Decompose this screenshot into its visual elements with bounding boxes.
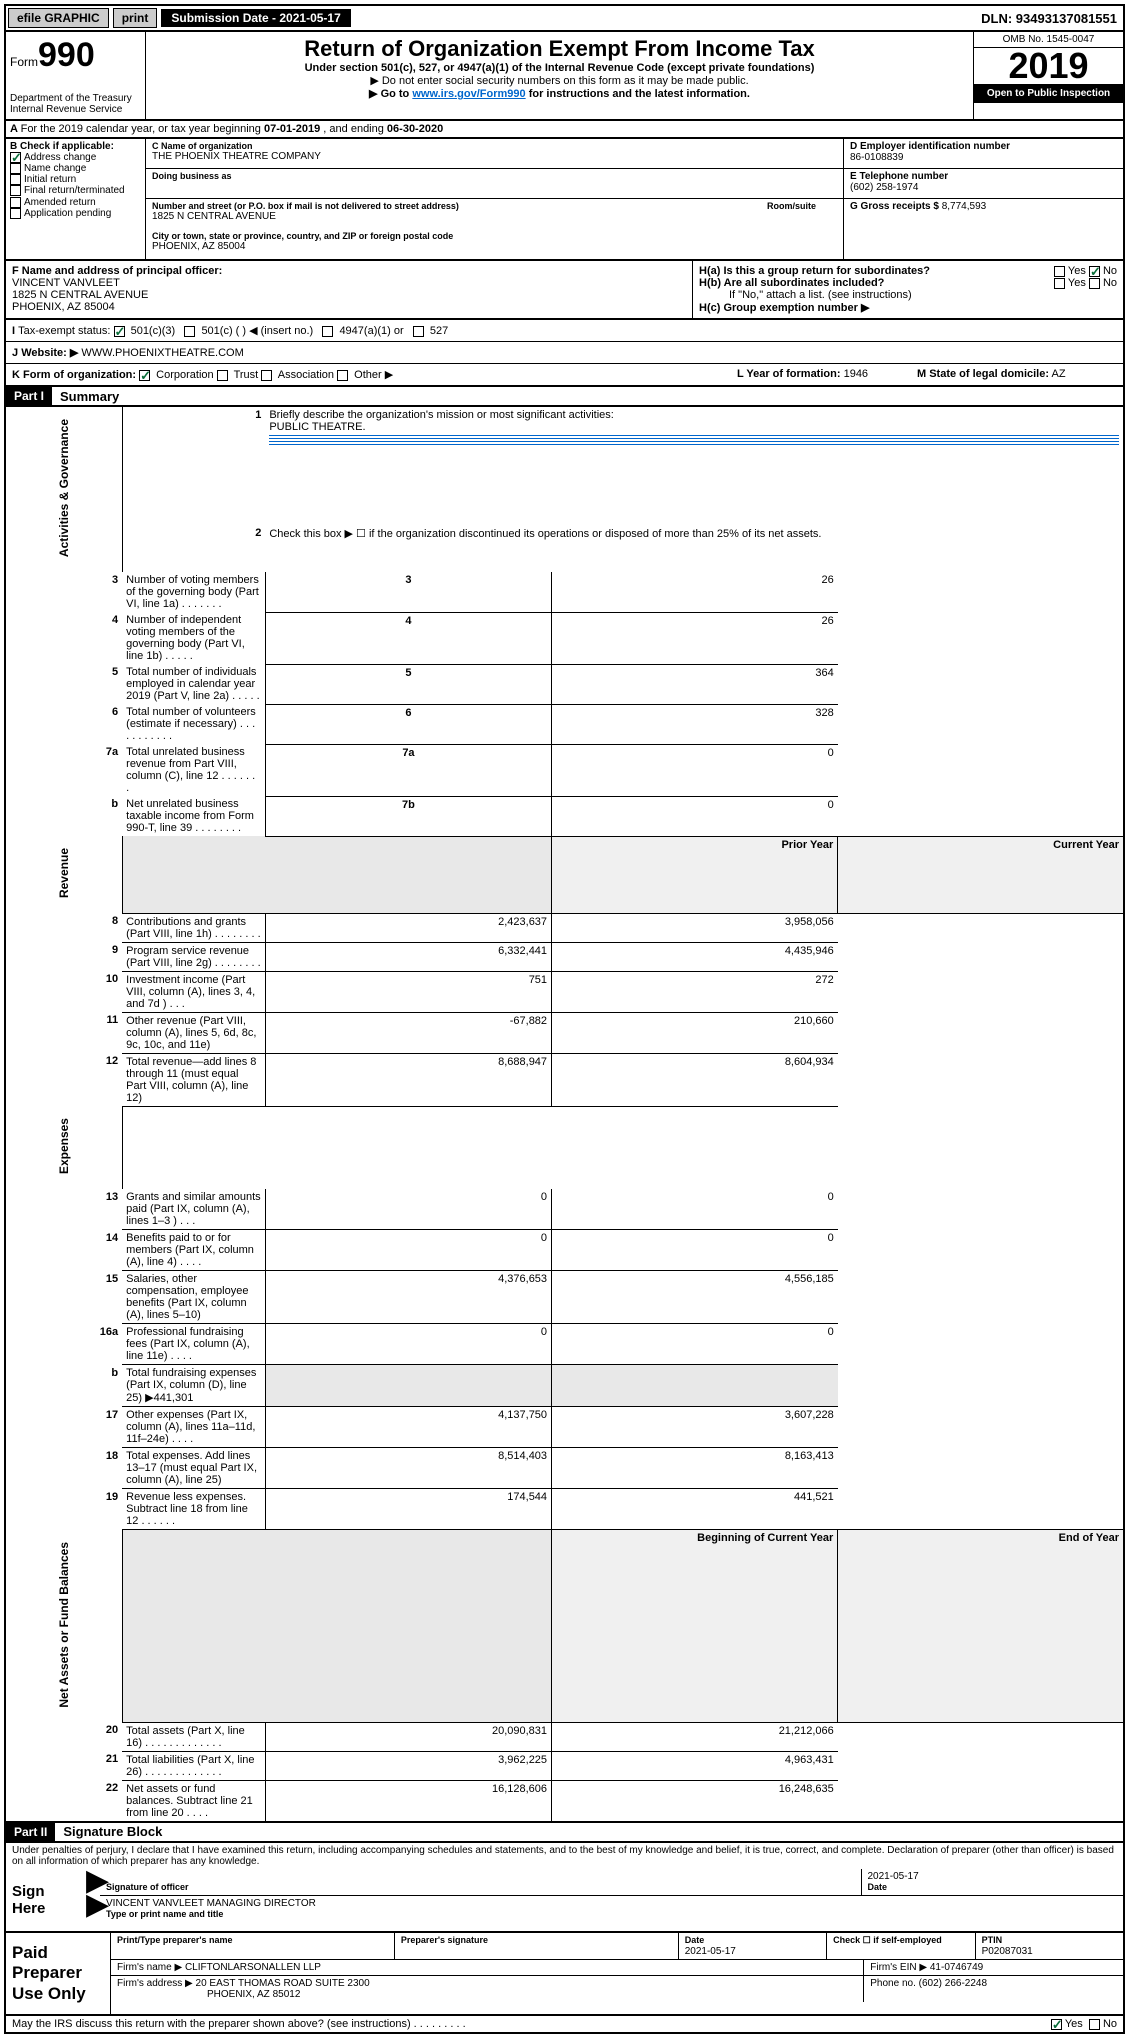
row-i: I Tax-exempt status: 501(c)(3) 501(c) ( … (4, 320, 1125, 342)
street-address: 1825 N CENTRAL AVENUE (152, 211, 837, 222)
cb-final-return[interactable] (10, 185, 21, 196)
cb-trust[interactable] (217, 370, 228, 381)
ein: 86-0108839 (850, 152, 1117, 163)
cb-other[interactable] (337, 370, 348, 381)
row-j: J Website: ▶ WWW.PHOENIXTHEATRE.COM (4, 342, 1125, 364)
firm-ein: 41-0746749 (930, 1962, 983, 1973)
cb-527[interactable] (413, 326, 424, 337)
irs-link[interactable]: www.irs.gov/Form990 (412, 88, 525, 100)
cb-ha-no[interactable] (1089, 266, 1100, 277)
cb-discuss-yes[interactable] (1051, 2019, 1062, 2030)
state-domicile: AZ (1051, 368, 1065, 380)
part-2-header: Part II Signature Block (4, 1823, 1125, 1843)
sign-date: 2021-05-17 (868, 1871, 919, 1882)
cb-hb-yes[interactable] (1054, 278, 1065, 289)
efile-button[interactable]: efile GRAPHIC (8, 8, 109, 28)
cb-assoc[interactable] (261, 370, 272, 381)
part-1-header: Part I Summary (4, 387, 1125, 407)
submission-date: Submission Date - 2021-05-17 (161, 9, 350, 27)
perjury-statement: Under penalties of perjury, I declare th… (4, 1843, 1125, 1869)
cb-application-pending[interactable] (10, 208, 21, 219)
cb-hb-no[interactable] (1089, 278, 1100, 289)
section-bcdefg: B Check if applicable: Address change Na… (4, 139, 1125, 261)
row-k: K Form of organization: Corporation Trus… (4, 364, 1125, 387)
form-title: Return of Organization Exempt From Incom… (150, 36, 969, 62)
open-public-badge: Open to Public Inspection (974, 84, 1123, 103)
dept-treasury: Department of the Treasury (10, 93, 141, 104)
side-revenue: Revenue (57, 838, 71, 908)
form-number: 990 (38, 36, 95, 74)
cb-discuss-no[interactable] (1089, 2019, 1100, 2030)
sign-here-section: Sign Here ▶▶ Signature of officer 2021-0… (4, 1869, 1125, 1933)
section-fh: F Name and address of principal officer:… (4, 261, 1125, 320)
officer-name: VINCENT VANVLEET (12, 277, 686, 289)
ptin: P02087031 (982, 1946, 1033, 1957)
summary-table: Activities & Governance 1 Briefly descri… (4, 407, 1125, 1823)
dept-irs: Internal Revenue Service (10, 104, 141, 115)
cb-corp[interactable] (139, 370, 150, 381)
gross-receipts: 8,774,593 (942, 201, 987, 212)
form-subtitle: Under section 501(c), 527, or 4947(a)(1)… (150, 62, 969, 74)
section-b: B Check if applicable: Address change Na… (6, 139, 146, 259)
city-state-zip: PHOENIX, AZ 85004 (152, 241, 837, 252)
tax-year: 2019 (974, 48, 1123, 84)
year-formation: 1946 (844, 368, 868, 380)
cb-501c[interactable] (184, 326, 195, 337)
cb-501c3[interactable] (114, 326, 125, 337)
telephone: (602) 258-1974 (850, 182, 1117, 193)
cb-ha-yes[interactable] (1054, 266, 1065, 277)
dln: DLN: 93493137081551 (981, 11, 1121, 26)
firm-phone: (602) 266-2248 (919, 1978, 987, 1989)
org-name: THE PHOENIX THEATRE COMPANY (152, 151, 837, 162)
print-button[interactable]: print (113, 8, 158, 28)
cb-name-change[interactable] (10, 163, 21, 174)
cb-address-change[interactable] (10, 152, 21, 163)
side-netassets: Net Assets or Fund Balances (57, 1532, 71, 1718)
officer-printed: VINCENT VANVLEET MANAGING DIRECTOR (106, 1898, 316, 1909)
note-ssn: ▶ Do not enter social security numbers o… (150, 74, 969, 87)
paid-preparer-section: Paid Preparer Use Only Print/Type prepar… (4, 1933, 1125, 2016)
cb-4947[interactable] (322, 326, 333, 337)
cb-initial-return[interactable] (10, 174, 21, 185)
cb-amended[interactable] (10, 197, 21, 208)
discuss-row: May the IRS discuss this return with the… (4, 2016, 1125, 2034)
firm-name: CLIFTONLARSONALLEN LLP (185, 1962, 321, 1973)
website: WWW.PHOENIXTHEATRE.COM (81, 347, 243, 359)
form-header: Form990 Department of the Treasury Inter… (4, 32, 1125, 121)
form-label: Form (10, 55, 38, 69)
row-a-tax-year: A For the 2019 calendar year, or tax yea… (4, 121, 1125, 139)
side-expenses: Expenses (57, 1108, 71, 1184)
top-bar: efile GRAPHIC print Submission Date - 20… (4, 4, 1125, 32)
mission: PUBLIC THEATRE. (269, 421, 365, 433)
side-governance: Activities & Governance (57, 409, 71, 567)
